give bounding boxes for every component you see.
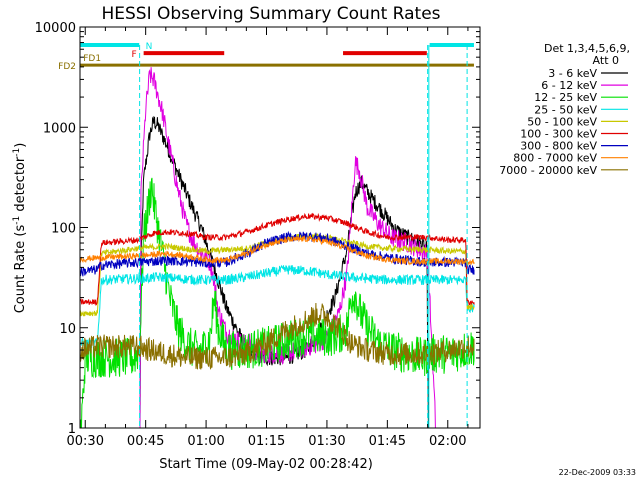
legend-header-line-1: Det 1,3,4,5,6,9, <box>544 42 630 55</box>
legend-label-300-800-kev: 300 - 800 keV <box>520 140 597 153</box>
x-tick-label: 01:15 <box>248 434 285 449</box>
legend-label-6-12-kev: 6 - 12 keV <box>541 79 597 92</box>
chart-title: HESSI Observing Summary Count Rates <box>101 4 440 24</box>
y-tick-label: 1000 <box>43 121 76 136</box>
x-tick-label: 00:30 <box>67 434 104 449</box>
date-stamp: 22-Dec-2009 03:33 <box>559 468 636 477</box>
x-axis-label: Start Time (09-May-02 00:28:42) <box>159 457 373 472</box>
legend-label-25-50-kev: 25 - 50 keV <box>534 103 597 116</box>
series-800-7000-kev-line <box>79 234 475 266</box>
y-tick-label: 100 <box>51 222 76 237</box>
y-tick-label: 1 <box>68 422 76 437</box>
x-tick-label: 01:00 <box>187 434 224 449</box>
flag-label-f: F <box>132 50 137 60</box>
x-tick-label: 02:00 <box>429 434 466 449</box>
series-7000-20000-kev-line <box>79 302 475 370</box>
x-tick-label: 01:30 <box>308 434 345 449</box>
y-tick-label: 10 <box>59 322 76 337</box>
series-25-50-kev-line <box>79 264 475 349</box>
vlines-layer <box>139 45 468 428</box>
series-12-25-kev-line <box>79 177 475 429</box>
flag-label-fd1: FD1 <box>83 54 101 64</box>
series-100-300-kev-line <box>79 212 475 306</box>
ticks-layer: 00:30 00:45 01:00 01:15 01:30 01:45 02:00 1 10 10… <box>35 21 480 449</box>
series-layer <box>79 67 475 429</box>
y-axis-label: Count Rate (s-1 detector-1) <box>12 143 28 314</box>
legend-label-100-300-kev: 100 - 300 keV <box>520 128 597 141</box>
legend-label-12-25-kev: 12 - 25 keV <box>534 91 597 104</box>
legend-label-800-7000-kev: 800 - 7000 keV <box>513 152 597 165</box>
legend-label-3-6-kev: 3 - 6 keV <box>548 67 597 80</box>
legend-label-50-100-kev: 50 - 100 keV <box>527 115 597 128</box>
x-tick-label: 01:45 <box>369 434 406 449</box>
flags-layer: NF FD1 FD2 <box>58 42 474 72</box>
legend-label-7000-20000-kev: 7000 - 20000 keV <box>499 164 597 177</box>
y-tick-label: 10000 <box>35 21 76 36</box>
legend-header-line-2: Att 0 <box>593 54 619 67</box>
series-3-6-kev-line <box>139 115 429 429</box>
flag-label-n: N <box>146 42 153 52</box>
x-tick-label: 00:45 <box>127 434 164 449</box>
flag-label-fd2: FD2 <box>58 62 76 72</box>
